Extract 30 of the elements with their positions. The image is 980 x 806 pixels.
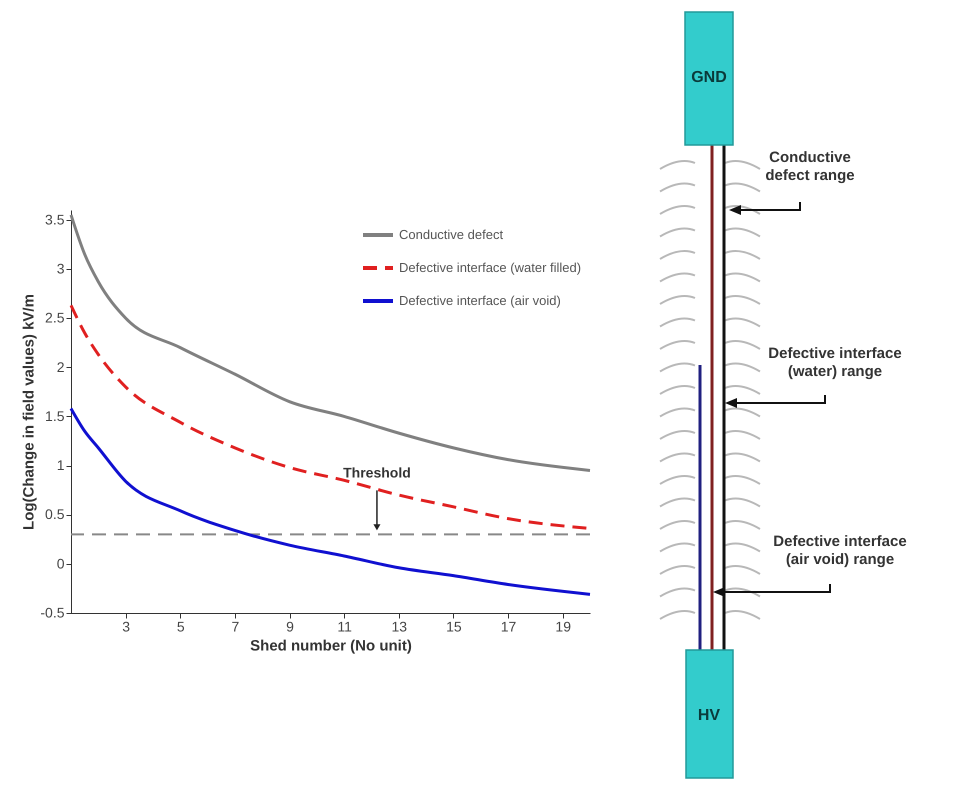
x-tick-label: 9 (286, 618, 294, 634)
x-tick-label: 5 (176, 618, 185, 634)
legend-label: Defective interface (water filled) (399, 260, 582, 275)
text: Conductive defect range (765, 149, 855, 184)
x-axis-title: Shed number (No unit) (250, 638, 412, 654)
text: Defective interface (water) range (768, 345, 902, 380)
x-tick-label: 15 (446, 618, 462, 634)
text: HV (698, 707, 720, 724)
y-tick-label: 0 (56, 555, 65, 572)
y-tick-label: -0.5 (40, 604, 65, 620)
x-tick-label: 7 (231, 618, 240, 634)
y-tick-label: 3 (56, 260, 65, 276)
y-axis-title: Log(Change in field values) kV/m (20, 294, 38, 530)
line-series (70, 407, 592, 596)
legend-label: Defective interface (air void) (399, 293, 561, 308)
x-tick-label: 3 (122, 618, 130, 634)
annotation: Threshold (343, 464, 411, 480)
y-tick-label: 0.5 (45, 506, 65, 522)
x-tick-label: 11 (337, 618, 352, 634)
text: GND (691, 69, 727, 86)
y-tick-label: 1 (56, 457, 65, 474)
x-tick-label: 19 (555, 618, 572, 634)
legend-label: Conductive defect (399, 227, 504, 242)
x-tick-label: 17 (500, 618, 517, 634)
y-tick-label: 2.5 (45, 310, 65, 326)
y-tick-label: 3.5 (45, 211, 65, 228)
x-tick-label: 13 (392, 618, 408, 634)
y-tick-label: 1.5 (45, 408, 65, 424)
y-tick-label: 2 (56, 358, 65, 375)
text: Defective interface (air void) range (773, 533, 907, 568)
